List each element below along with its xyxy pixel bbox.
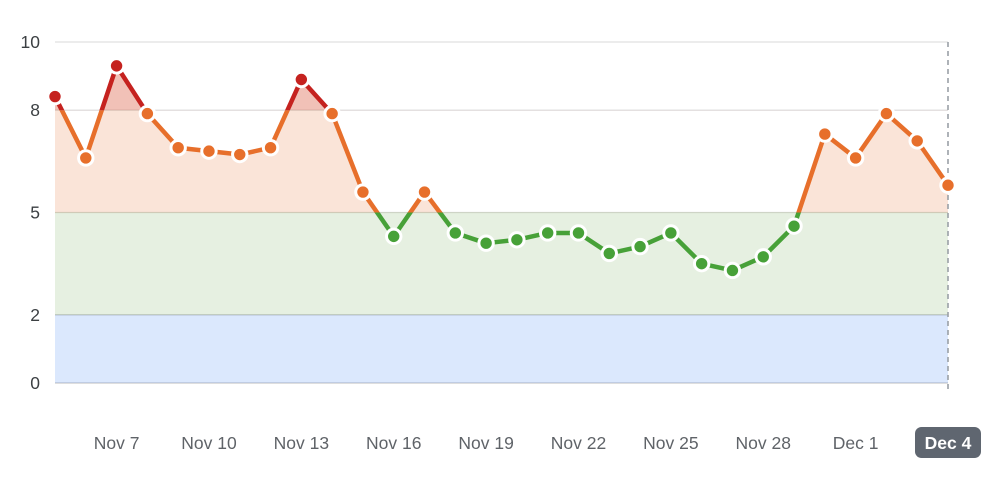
x-tick-label: Nov 10 [181, 433, 237, 453]
data-point[interactable] [662, 224, 680, 242]
data-point[interactable] [723, 261, 742, 280]
data-point[interactable] [569, 224, 588, 242]
x-tick-label: Nov 22 [551, 433, 606, 453]
x-tick-label: Nov 13 [274, 433, 329, 453]
y-tick-label: 8 [30, 100, 40, 120]
low-zone-band [55, 314, 948, 383]
data-point[interactable] [138, 104, 157, 123]
data-point[interactable] [692, 254, 711, 273]
data-point[interactable] [200, 142, 218, 160]
data-point[interactable] [908, 132, 926, 150]
data-point[interactable] [538, 224, 557, 242]
y-tick-label: 10 [21, 32, 41, 52]
selected-day-label[interactable]: Dec 4 [925, 433, 972, 453]
x-tick-label: Nov 19 [458, 433, 513, 453]
y-tick-label: 2 [30, 305, 40, 325]
x-tick-label: Nov 25 [643, 433, 698, 453]
data-point[interactable] [261, 139, 280, 157]
data-point[interactable] [785, 217, 803, 235]
data-point[interactable] [292, 70, 311, 89]
selected-day-badge[interactable] [915, 427, 981, 458]
data-point[interactable] [877, 104, 896, 123]
data-point[interactable] [107, 57, 126, 75]
data-point[interactable] [446, 224, 465, 242]
x-tick-label: Nov 16 [366, 433, 421, 453]
data-point[interactable] [631, 237, 649, 256]
data-point[interactable] [415, 183, 434, 201]
data-point[interactable] [77, 149, 95, 167]
data-point[interactable] [46, 87, 64, 106]
data-point[interactable] [846, 149, 865, 167]
x-tick-label: Nov 28 [736, 433, 791, 453]
x-tick-label: Dec 1 [833, 433, 879, 453]
data-point[interactable] [169, 139, 187, 157]
data-point[interactable] [477, 234, 495, 252]
normal-zone-band [55, 212, 948, 315]
data-point[interactable] [385, 227, 403, 246]
data-point[interactable] [600, 244, 618, 263]
data-point[interactable] [508, 231, 526, 249]
y-tick-label: 5 [30, 203, 40, 223]
trend-line-green [374, 212, 801, 273]
data-point[interactable] [354, 183, 372, 201]
data-point[interactable] [939, 176, 957, 194]
y-tick-label: 0 [30, 373, 40, 393]
data-point[interactable] [816, 125, 834, 143]
data-point[interactable] [323, 104, 341, 123]
data-point[interactable] [231, 145, 249, 164]
data-point[interactable] [754, 248, 772, 266]
x-tick-label: Nov 7 [94, 433, 140, 453]
